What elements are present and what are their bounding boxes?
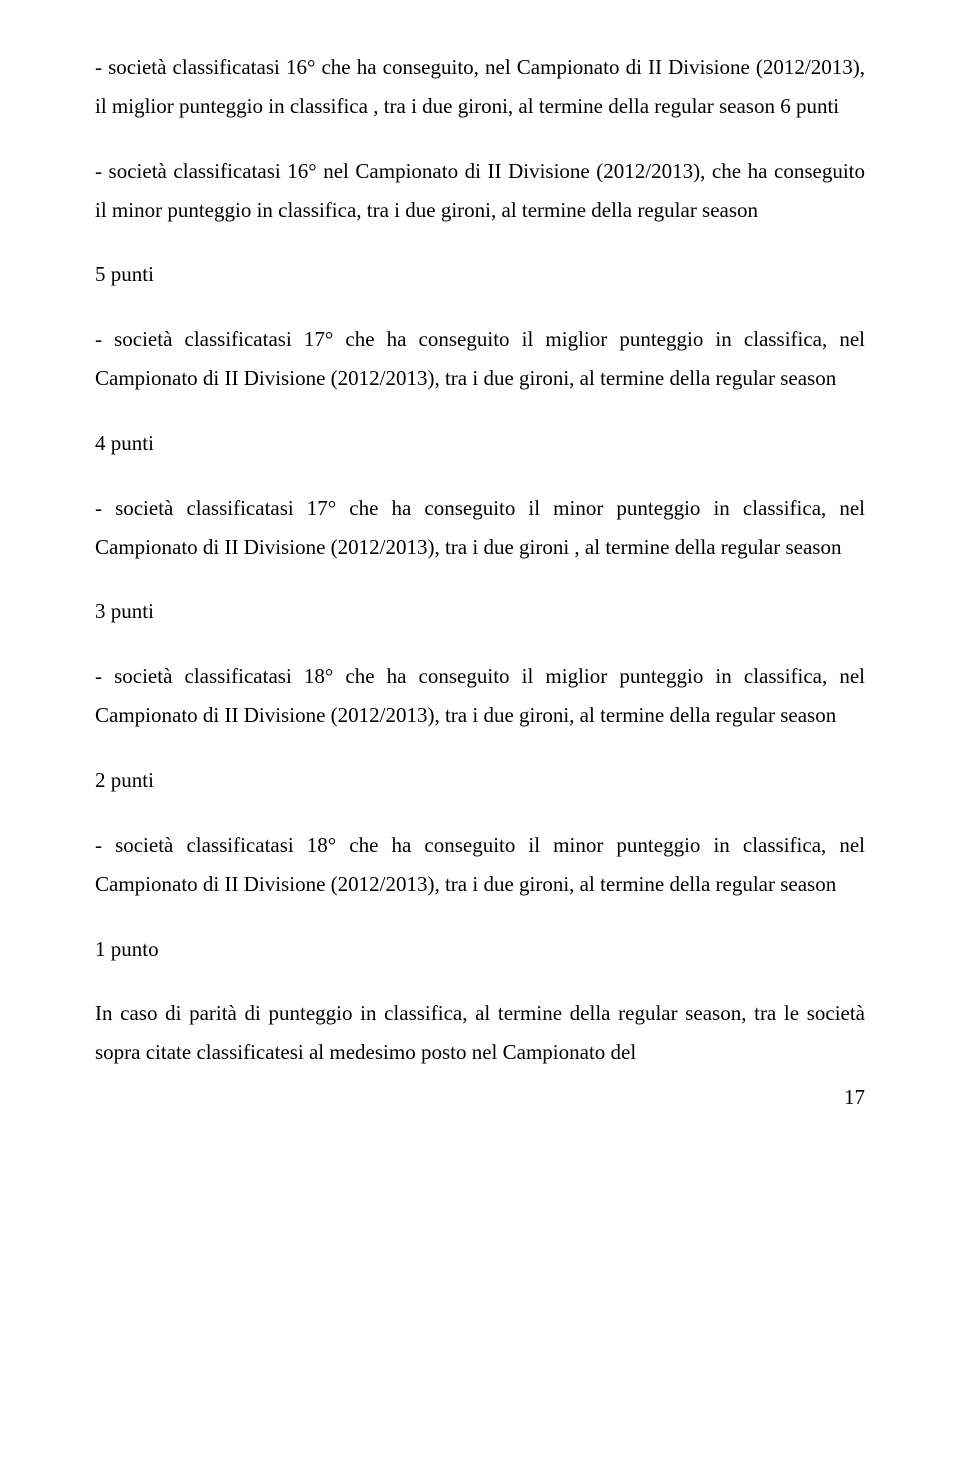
paragraph-rule-16-minor: - società classificatasi 16° nel Campion… xyxy=(95,152,865,230)
paragraph-rule-17-best: - società classificatasi 17° che ha cons… xyxy=(95,320,865,398)
paragraph-rule-17-minor: - società classificatasi 17° che ha cons… xyxy=(95,489,865,567)
page-number: 17 xyxy=(95,1078,865,1117)
points-2: 2 punti xyxy=(95,761,865,800)
points-5: 5 punti xyxy=(95,255,865,294)
paragraph-rule-18-best: - società classificatasi 18° che ha cons… xyxy=(95,657,865,735)
points-3: 3 punti xyxy=(95,592,865,631)
points-1: 1 punto xyxy=(95,930,865,969)
paragraph-tiebreak: In caso di parità di punteggio in classi… xyxy=(95,994,865,1072)
paragraph-rule-18-minor: - società classificatasi 18° che ha cons… xyxy=(95,826,865,904)
paragraph-rule-16-best: - società classificatasi 16° che ha cons… xyxy=(95,48,865,126)
points-4: 4 punti xyxy=(95,424,865,463)
